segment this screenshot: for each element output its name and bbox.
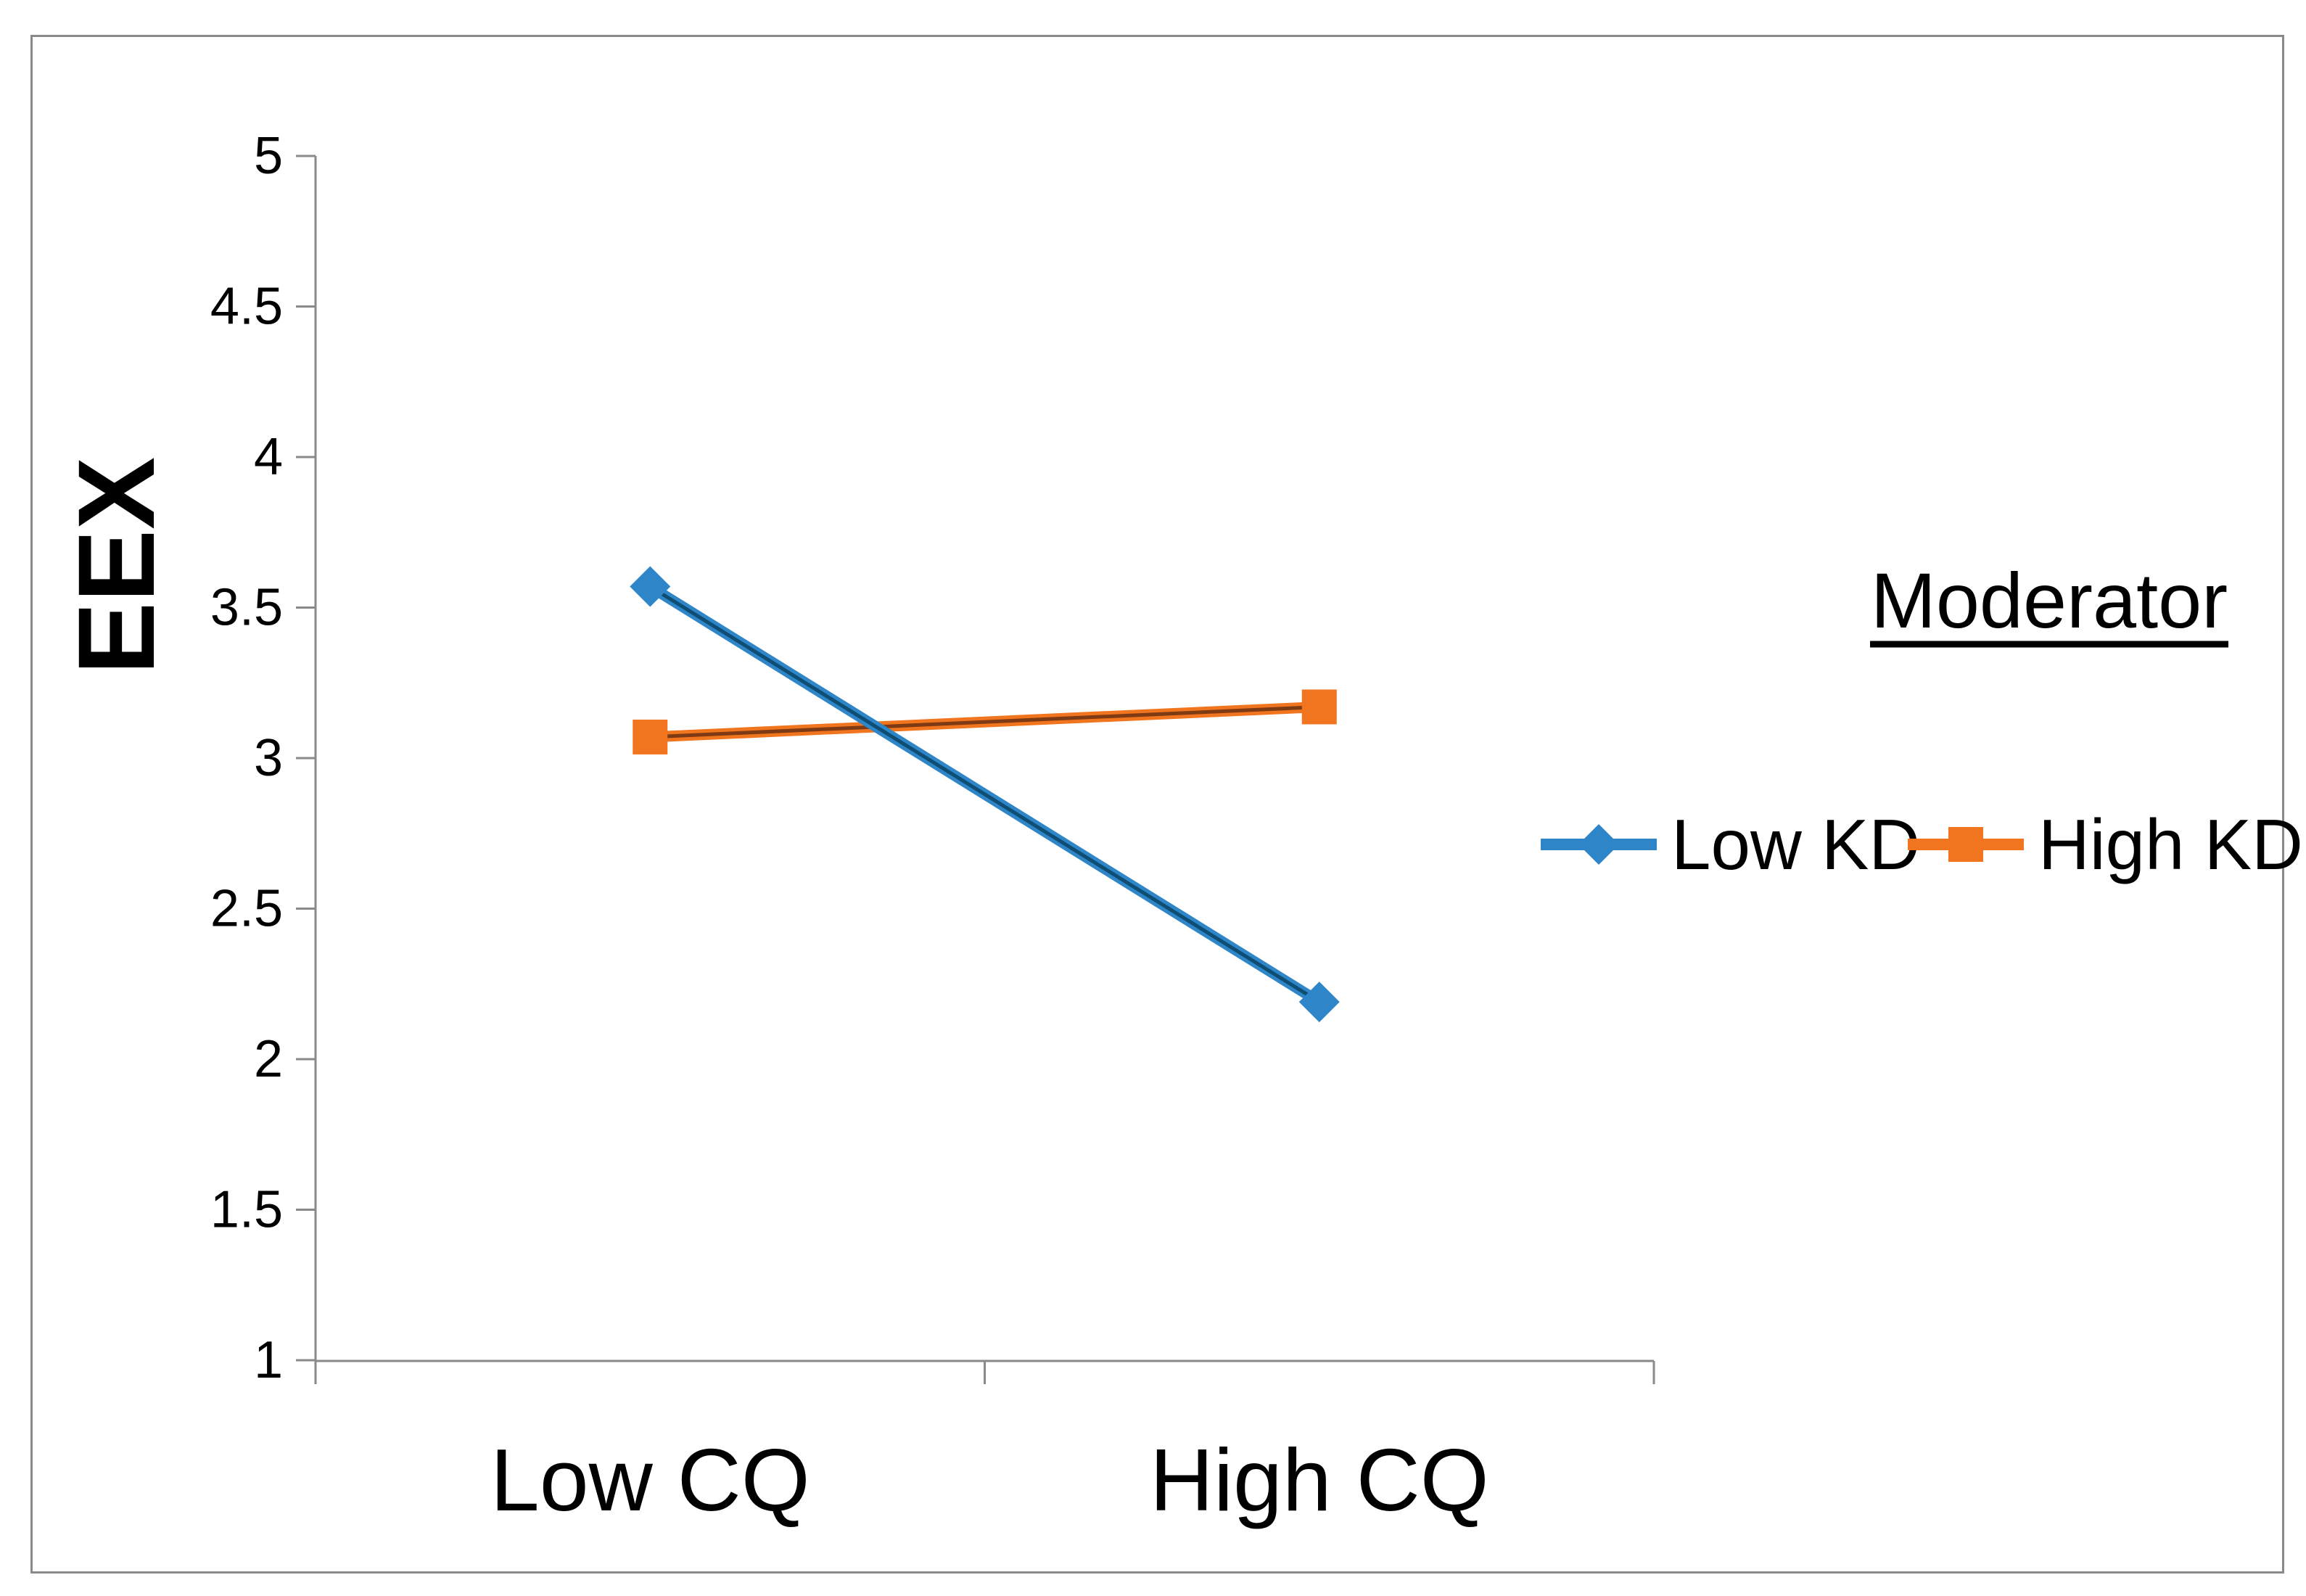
y-tick-label: 3 — [254, 729, 283, 787]
y-axis-title: EEX — [55, 457, 177, 675]
y-tick-label: 3.5 — [210, 579, 283, 637]
legend-entry-label: High KD — [2038, 805, 2303, 884]
series-lines — [630, 566, 1340, 1023]
marker-low-kd-1 — [1298, 982, 1340, 1023]
y-tick-label: 2.5 — [210, 880, 283, 938]
y-axis: 5 4.5 4 3.5 3 2.5 2 1.5 1 — [210, 127, 317, 1389]
legend-entry-high-kd: High KD — [1908, 805, 2303, 884]
series-core-low-kd — [648, 585, 1321, 1004]
legend-entry-low-kd: Low KD — [1541, 805, 1920, 884]
y-tick-label: 4.5 — [210, 278, 283, 336]
legend-entries: Low KD High KD — [1541, 805, 2303, 884]
y-tick-label: 1 — [254, 1331, 283, 1389]
marker-low-kd-0 — [630, 566, 671, 607]
marker-high-kd-1 — [1301, 689, 1337, 725]
series-low-kd — [630, 566, 1340, 1023]
series-high-kd — [633, 689, 1337, 754]
y-tick-label: 2 — [254, 1030, 283, 1088]
marker-high-kd-0 — [633, 719, 668, 754]
legend-title: Moderator — [1871, 556, 2228, 644]
y-tick-label: 4 — [254, 428, 283, 486]
y-tick-label: 1.5 — [210, 1181, 283, 1239]
legend-entry-label: Low KD — [1671, 805, 1920, 884]
chart-border — [30, 35, 2284, 1574]
x-axis: Low CQ High CQ — [314, 1360, 1655, 1529]
x-category-label: Low CQ — [490, 1431, 810, 1529]
y-tick-label: 5 — [254, 127, 283, 185]
legend-marker-diamond-icon — [1578, 824, 1619, 865]
x-category-label: High CQ — [1150, 1431, 1489, 1529]
series-core-high-kd — [650, 704, 1319, 739]
legend-marker-square-icon — [1948, 827, 1983, 862]
legend: Moderator Low KD High KD — [1541, 556, 2303, 884]
